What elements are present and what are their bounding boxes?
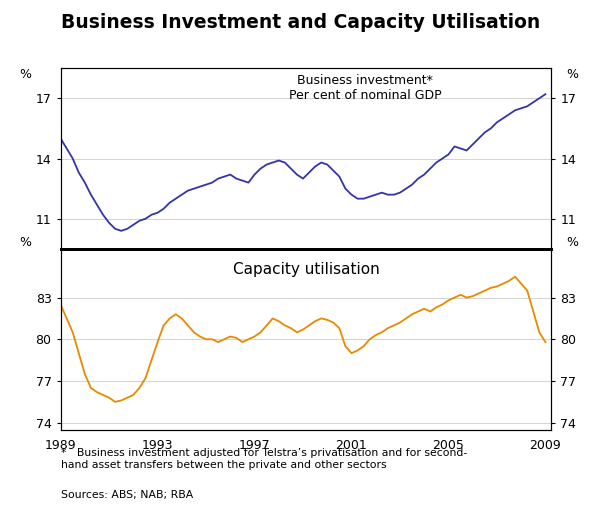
Text: %: % [567, 236, 579, 249]
Text: Business Investment and Capacity Utilisation: Business Investment and Capacity Utilisa… [61, 13, 540, 32]
Text: %: % [19, 236, 31, 249]
Text: *   Business investment adjusted for Telstra’s privatisation and for second-
han: * Business investment adjusted for Telst… [61, 448, 467, 470]
Text: Sources: ABS; NAB; RBA: Sources: ABS; NAB; RBA [61, 490, 193, 500]
Text: Capacity utilisation: Capacity utilisation [233, 261, 379, 277]
Text: Business investment*
Per cent of nominal GDP: Business investment* Per cent of nominal… [288, 73, 441, 102]
Text: %: % [19, 68, 31, 81]
Text: %: % [567, 68, 579, 81]
